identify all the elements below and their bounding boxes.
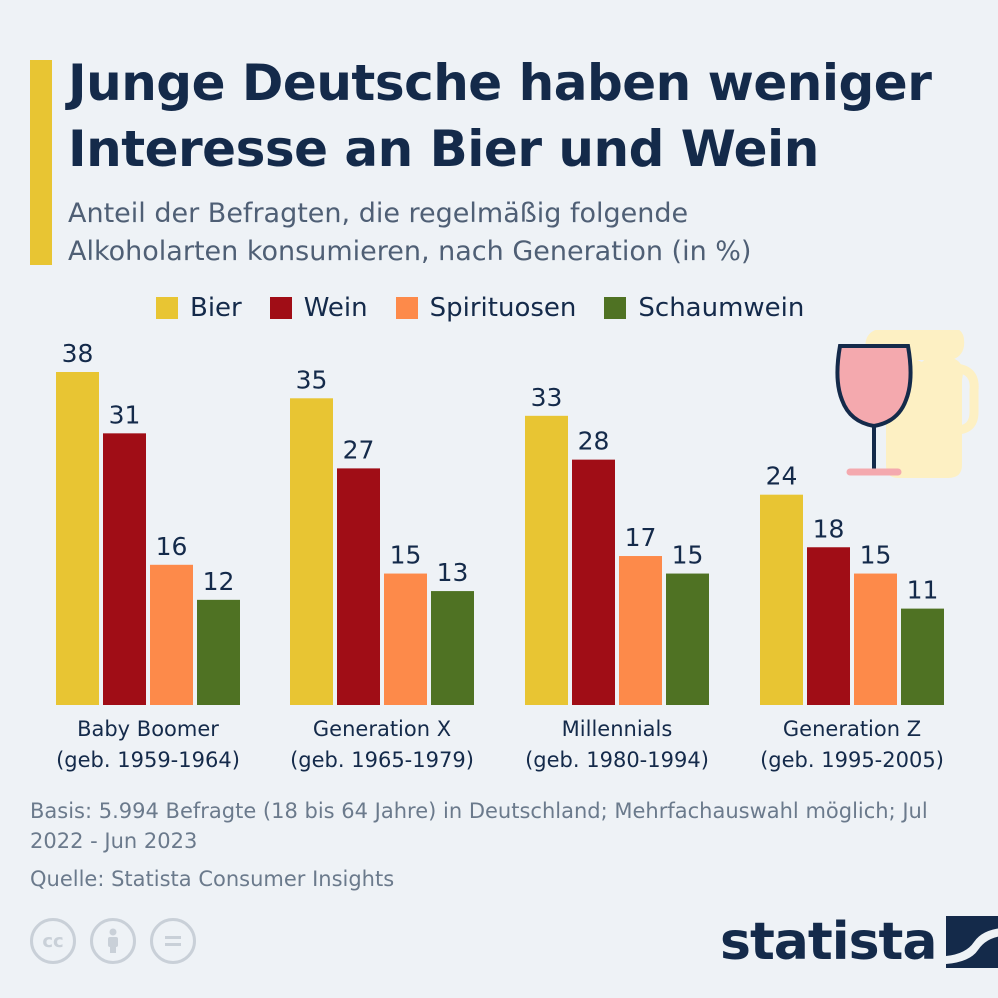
data-label-schaumwein-2: 15 (672, 541, 704, 570)
data-label-wein-1: 27 (343, 435, 375, 464)
legend-label-bier: Bier (190, 293, 242, 323)
accent-bar (30, 60, 52, 265)
legend-item-schaumwein: Schaumwein (604, 293, 804, 323)
bars-group: 38 31 16 12 Baby Boomer (geb. 1959-1964) 35 27 1… (56, 339, 944, 772)
category-label-1-1: (geb. 1965-1979) (290, 748, 474, 772)
brand-wordmark: statista (720, 912, 937, 972)
legend-swatch-schaumwein (604, 297, 627, 319)
legend-swatch-wein (269, 297, 292, 319)
data-label-bier-2: 33 (531, 383, 563, 412)
data-label-schaumwein-1: 13 (437, 558, 469, 587)
cc-icon[interactable]: cc (30, 918, 76, 964)
bar-bier-0 (56, 372, 99, 705)
bar-schaumwein-3 (901, 608, 944, 705)
subtitle: Anteil der Befragten, die regelmäßig fol… (68, 195, 968, 271)
legend-label-spirituosen: Spirituosen (429, 293, 577, 323)
bar-wein-2 (572, 459, 615, 705)
basis-note: Basis: 5.994 Befragte (18 bis 64 Jahre) … (30, 799, 928, 853)
bar-chart: 38 31 16 12 Baby Boomer (geb. 1959-1964) 35 27 1… (56, 330, 979, 772)
data-label-spirituosen-0: 16 (156, 532, 188, 561)
data-label-schaumwein-0: 12 (203, 567, 235, 596)
category-label-1-0: Generation X (313, 717, 451, 741)
data-label-spirituosen-2: 17 (625, 523, 657, 552)
by-icon[interactable] (90, 918, 136, 964)
legend-label-wein: Wein (303, 293, 368, 323)
legend: Bier Wein Spirituosen Schaumwein (156, 288, 832, 328)
bar-bier-2 (525, 415, 568, 705)
data-label-spirituosen-3: 15 (860, 541, 892, 570)
bar-spirituosen-1 (384, 573, 427, 705)
data-label-spirituosen-1: 15 (390, 541, 422, 570)
license-icons: cc (30, 918, 210, 964)
wine-glass-and-beer-mug-icon (835, 330, 979, 478)
bar-spirituosen-0 (150, 564, 193, 705)
category-label-0-1: (geb. 1959-1964) (56, 748, 240, 772)
category-label-0-0: Baby Boomer (77, 717, 219, 741)
bar-wein-0 (103, 433, 146, 705)
bar-bier-1 (290, 398, 333, 705)
category-label-3-1: (geb. 1995-2005) (760, 748, 944, 772)
category-label-2-1: (geb. 1980-1994) (525, 748, 709, 772)
bar-bier-3 (760, 494, 803, 705)
legend-label-schaumwein: Schaumwein (638, 293, 805, 323)
legend-item-bier: Bier (156, 293, 242, 323)
nd-icon[interactable] (150, 918, 196, 964)
data-label-wein-2: 28 (578, 427, 610, 456)
bar-spirituosen-3 (854, 573, 897, 705)
bar-wein-1 (337, 468, 380, 705)
legend-swatch-spirituosen (395, 297, 418, 319)
bar-wein-3 (807, 547, 850, 705)
title-line-1: Junge Deutsche haben weniger (68, 54, 932, 112)
subtitle-line-2: Alkoholarten konsumieren, nach Generatio… (68, 236, 752, 267)
data-label-wein-0: 31 (109, 400, 141, 429)
statista-logo[interactable]: statista (720, 910, 998, 974)
bar-schaumwein-1 (431, 591, 474, 705)
data-label-bier-3: 24 (766, 462, 798, 491)
data-label-bier-1: 35 (296, 365, 328, 394)
data-label-bier-0: 38 (62, 339, 94, 368)
data-label-wein-3: 18 (813, 514, 845, 543)
subtitle-line-1: Anteil der Befragten, die regelmäßig fol… (68, 198, 689, 229)
legend-item-wein: Wein (269, 293, 368, 323)
category-label-3-0: Generation Z (783, 717, 921, 741)
footer: Basis: 5.994 Befragte (18 bis 64 Jahre) … (30, 796, 980, 894)
legend-item-spirituosen: Spirituosen (395, 293, 577, 323)
page-title: Junge Deutsche haben weniger Interesse a… (68, 50, 988, 182)
bar-schaumwein-0 (197, 599, 240, 705)
category-label-2-0: Millennials (562, 717, 673, 741)
bar-spirituosen-2 (619, 556, 662, 705)
legend-swatch-bier (156, 297, 178, 319)
statista-mark-icon (946, 916, 998, 968)
title-line-2: Interesse an Bier und Wein (68, 120, 819, 178)
source-note: Quelle: Statista Consumer Insights (30, 867, 395, 891)
bar-schaumwein-2 (666, 573, 709, 705)
data-label-schaumwein-3: 11 (907, 576, 939, 605)
